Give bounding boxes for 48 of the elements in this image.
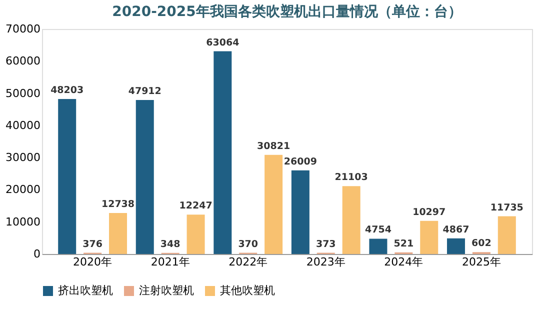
bar	[498, 216, 516, 254]
chart-title: 2020-2025年我国各类吹塑机出口量情况（单位：台）	[112, 3, 462, 20]
bar	[214, 51, 232, 254]
x-tick-label: 2025年	[462, 256, 501, 268]
bar	[369, 238, 388, 254]
data-label: 4867	[442, 224, 470, 236]
y-tick-label: 60000	[6, 54, 40, 68]
data-label: 11735	[490, 202, 524, 214]
y-tick-label: 30000	[6, 151, 40, 164]
data-label: 26009	[284, 156, 317, 168]
y-tick-label: 40000	[6, 118, 40, 132]
x-tick-label: 2023年	[306, 256, 346, 268]
data-label: 47912	[128, 86, 162, 97]
y-tick-label: 20000	[6, 183, 40, 196]
data-label: 373	[316, 238, 336, 250]
data-label: 370	[238, 238, 258, 250]
legend-label: 其他吹塑机	[220, 284, 275, 297]
bar	[420, 220, 438, 254]
y-tick-label: 50000	[6, 86, 40, 100]
bar	[186, 214, 205, 254]
x-tick-label: 2021年	[150, 256, 190, 268]
data-label: 376	[82, 238, 103, 250]
bar	[291, 170, 310, 254]
bar	[58, 99, 76, 254]
data-label: 48203	[50, 85, 84, 96]
x-tick-label: 2020年	[73, 256, 112, 268]
bar	[136, 100, 154, 254]
y-tick-label: 10000	[6, 215, 40, 228]
bar	[264, 154, 283, 254]
y-tick-label: 0	[34, 248, 40, 260]
data-label: 21103	[334, 172, 368, 184]
y-tick-label: 70000	[6, 22, 40, 36]
data-label: 30821	[257, 140, 290, 152]
data-label: 4754	[364, 224, 392, 236]
data-label: 10297	[412, 206, 446, 218]
legend-label: 注射吹塑机	[139, 284, 194, 297]
x-tick-label: 2024年	[384, 256, 424, 268]
data-label: 602	[472, 238, 492, 250]
x-tick-label: 2022年	[228, 256, 268, 268]
data-label: 521	[394, 238, 414, 250]
bar	[342, 186, 360, 254]
data-label: 63064	[206, 37, 240, 48]
bar	[109, 213, 128, 254]
bar	[446, 238, 465, 254]
data-label: 12738	[101, 199, 135, 210]
data-label: 12247	[179, 200, 212, 212]
data-label: 348	[160, 238, 181, 250]
legend-label: 挤出吹塑机	[58, 284, 113, 297]
